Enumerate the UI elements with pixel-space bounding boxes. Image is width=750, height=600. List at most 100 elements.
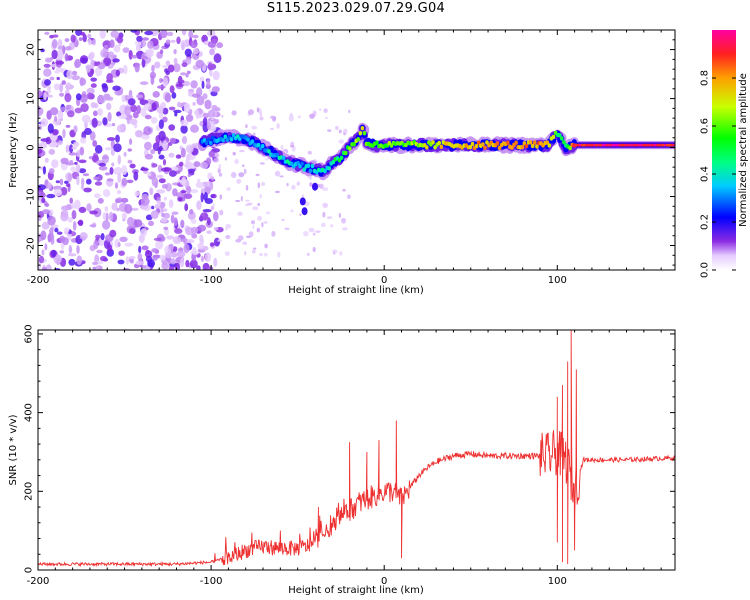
noise-blob	[73, 125, 78, 133]
ridge-mark	[281, 155, 286, 160]
noise-blob	[259, 252, 263, 257]
noise-blob	[180, 119, 189, 127]
noise-blob	[257, 182, 261, 189]
noise-blob	[169, 170, 177, 177]
noise-blob	[342, 188, 346, 192]
noise-blob	[76, 255, 83, 265]
noise-blob	[221, 114, 224, 118]
noise-blob	[163, 226, 169, 231]
ridge-mark	[250, 139, 255, 144]
noise-blob	[213, 157, 219, 163]
noise-blob	[276, 123, 280, 129]
noise-blob	[78, 206, 87, 213]
noise-blob	[60, 106, 66, 112]
noise-blob	[67, 173, 72, 183]
noise-blob	[165, 39, 171, 45]
noise-blob	[156, 200, 161, 207]
noise-blob	[142, 37, 149, 41]
noise-blob	[174, 228, 183, 234]
noise-blob	[335, 125, 339, 131]
ridge-mark	[362, 131, 367, 136]
noise-blob	[182, 135, 188, 145]
noise-blob	[81, 114, 91, 123]
noise-blob	[205, 157, 212, 166]
noise-blob	[137, 253, 143, 262]
noise-blob	[208, 150, 215, 158]
noise-blob	[196, 265, 201, 270]
noise-blob	[124, 242, 134, 247]
noise-blob	[324, 116, 328, 119]
noise-blob	[171, 211, 179, 215]
noise-blob	[170, 251, 178, 258]
noise-blob	[138, 245, 142, 254]
noise-blob	[115, 199, 122, 204]
noise-blob	[40, 138, 50, 142]
noise-blob	[113, 167, 123, 175]
noise-blob	[173, 49, 177, 55]
noise-blob	[243, 168, 247, 175]
noise-blob	[151, 176, 159, 187]
y-tick-label: 10	[26, 92, 37, 105]
noise-blob	[95, 265, 103, 270]
noise-blob	[165, 60, 171, 66]
noise-blob	[82, 173, 90, 177]
x-tick-label: -200	[27, 576, 50, 587]
noise-blob	[171, 92, 177, 99]
noise-blob	[190, 40, 198, 49]
noise-blob	[42, 166, 47, 175]
noise-blob	[107, 111, 112, 122]
noise-blob	[140, 228, 147, 237]
noise-blob	[127, 148, 132, 152]
noise-blob	[342, 227, 348, 231]
noise-blob	[55, 60, 65, 65]
noise-blob	[100, 49, 108, 58]
noise-blob	[224, 251, 230, 256]
noise-blob	[327, 129, 332, 132]
noise-blob	[39, 141, 48, 149]
ridge-mark	[256, 142, 261, 148]
noise-blob	[202, 117, 208, 126]
noise-blob	[187, 173, 191, 178]
noise-blob	[100, 233, 105, 241]
noise-blob	[307, 150, 312, 155]
noise-blob	[190, 218, 197, 224]
noise-blob	[89, 131, 96, 141]
noise-blob	[51, 143, 58, 147]
noise-blob	[141, 245, 149, 251]
noise-blob	[62, 128, 66, 139]
noise-blob	[188, 88, 195, 93]
noise-blob	[45, 58, 53, 63]
noise-blob	[102, 117, 108, 126]
noise-blob	[161, 184, 169, 189]
noise-blob	[312, 246, 316, 253]
noise-blob	[158, 119, 164, 130]
ridge-mark	[520, 144, 525, 150]
noise-blob	[94, 144, 103, 154]
noise-blob	[150, 30, 159, 37]
noise-blob	[74, 107, 83, 114]
noise-blob	[208, 89, 213, 93]
noise-blob	[147, 172, 152, 177]
noise-blob	[181, 79, 185, 84]
noise-blob	[190, 124, 199, 133]
ridge-mark	[437, 140, 442, 146]
noise-blob	[259, 112, 262, 118]
noise-blob	[59, 235, 66, 243]
noise-blob	[43, 92, 47, 101]
noise-blob	[111, 202, 118, 211]
ridge-mark	[439, 144, 444, 149]
noise-blob	[251, 220, 255, 225]
noise-blob	[134, 62, 140, 73]
noise-blob	[265, 158, 269, 161]
noise-blob	[65, 104, 72, 110]
noise-blob	[212, 202, 215, 209]
noise-blob	[206, 120, 211, 130]
noise-blob	[107, 51, 115, 59]
noise-blob	[162, 116, 168, 123]
y-tick-label: 600	[24, 324, 35, 343]
noise-blob	[257, 202, 261, 207]
noise-blob	[196, 95, 205, 106]
spectrogram-x-axis-label: Height of straight line (km)	[288, 285, 424, 296]
ridge-mark	[260, 143, 265, 149]
spectrogram-y-axis-label: Frequency (Hz)	[8, 112, 19, 188]
